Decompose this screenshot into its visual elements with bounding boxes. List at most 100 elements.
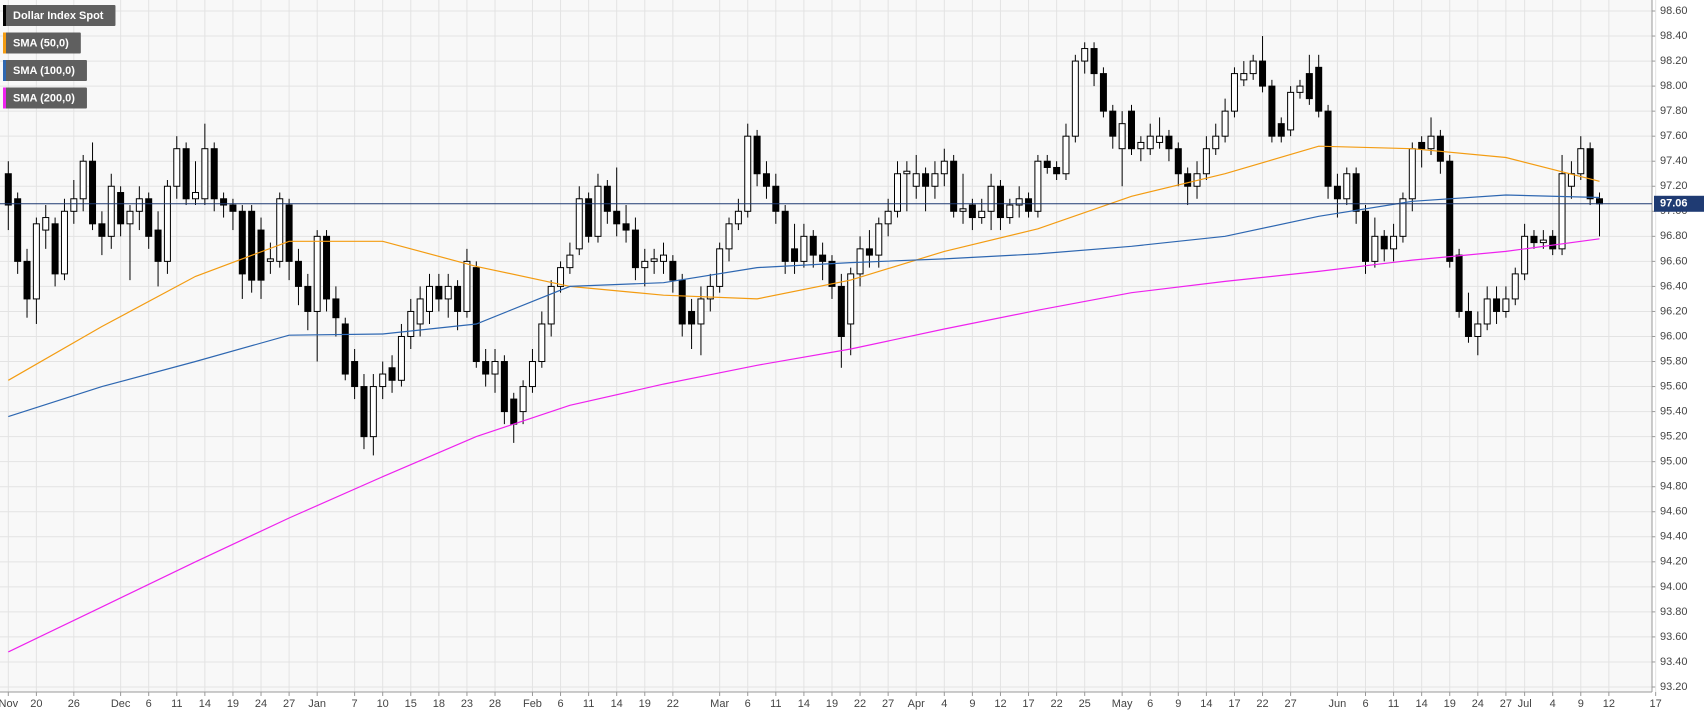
x-tick-label: Mar — [710, 698, 729, 710]
y-tick-label: 98.20 — [1660, 55, 1688, 67]
x-tick-label: 6 — [146, 698, 152, 710]
sma-line — [8, 145, 1600, 381]
x-tick-label: 4 — [1550, 698, 1556, 710]
x-tick-label: Nov — [0, 698, 19, 710]
y-tick-label: 97.40 — [1660, 155, 1688, 167]
candle-body — [182, 148, 190, 200]
candle-body — [192, 192, 199, 200]
candle-body — [1502, 298, 1510, 312]
x-tick-label: 10 — [377, 698, 389, 710]
candle-body — [987, 185, 995, 212]
candle-body — [482, 361, 490, 375]
x-tick-label: 7 — [352, 698, 358, 710]
candle-body — [1146, 135, 1154, 150]
candle-body — [210, 148, 218, 200]
candle-body — [585, 198, 593, 237]
legend-label: SMA (50,0) — [13, 37, 69, 49]
x-tick-label: 27 — [1500, 698, 1512, 710]
candle-body — [762, 173, 770, 187]
candle-body — [1202, 148, 1210, 175]
y-tick-label: 93.60 — [1660, 631, 1688, 643]
candle-body — [304, 285, 312, 312]
x-tick-label: 26 — [68, 698, 80, 710]
x-tick-label: 19 — [826, 698, 838, 710]
candle-body — [575, 198, 583, 250]
y-tick-label: 95.60 — [1660, 380, 1688, 392]
x-tick-label: 14 — [611, 698, 623, 710]
x-tick-label: 18 — [433, 698, 445, 710]
candle-body — [1371, 235, 1379, 262]
y-tick-label: 96.20 — [1660, 305, 1688, 317]
candle-body — [678, 279, 686, 325]
x-tick-label: 11 — [583, 698, 594, 710]
x-tick-label: Feb — [523, 698, 542, 710]
y-tick-label: 95.00 — [1660, 456, 1688, 468]
candle-body — [1249, 60, 1257, 75]
x-tick-label: 6 — [1362, 698, 1368, 710]
candle-body — [360, 386, 368, 438]
x-tick-label: 11 — [171, 698, 182, 710]
candle-body — [706, 285, 714, 300]
candle-body — [622, 223, 630, 231]
candle-body — [454, 285, 462, 312]
candle-body — [1230, 73, 1238, 112]
y-tick-label: 96.00 — [1660, 330, 1688, 342]
candle-body — [1436, 135, 1444, 162]
x-tick-label: 19 — [1444, 698, 1456, 710]
candle-body — [1212, 135, 1220, 150]
x-tick-label: 19 — [639, 698, 651, 710]
candle-body — [1446, 160, 1454, 262]
candle-body — [1315, 66, 1323, 112]
candle-body — [847, 273, 855, 325]
candle-body — [257, 229, 265, 281]
candle-body — [1464, 310, 1472, 337]
x-tick-label: 19 — [227, 698, 239, 710]
candle-body — [1268, 85, 1276, 137]
candle-body — [351, 361, 359, 388]
candle-body — [922, 173, 930, 187]
candle-body — [248, 210, 256, 281]
candle-body — [1577, 148, 1585, 175]
candle-body — [547, 285, 555, 325]
candle-body — [1390, 235, 1398, 250]
x-tick-label: 17 — [1650, 698, 1662, 710]
x-tick-label: 12 — [1603, 698, 1615, 710]
candle-body — [51, 223, 59, 275]
candle-body — [1521, 235, 1529, 275]
x-tick-label: 14 — [1416, 698, 1428, 710]
candle-body — [407, 310, 415, 337]
y-tick-label: 94.40 — [1660, 531, 1688, 543]
x-tick-label: 24 — [255, 698, 267, 710]
candle-body — [294, 260, 302, 287]
x-tick-label: 17 — [1022, 698, 1034, 710]
candle-body — [1221, 110, 1229, 137]
x-tick-label: 22 — [854, 698, 866, 710]
candle-body — [107, 185, 115, 237]
candle-body — [1483, 298, 1491, 325]
y-tick-label: 97.80 — [1660, 105, 1688, 117]
candle-body — [397, 335, 405, 381]
candle-body — [32, 223, 40, 300]
candle-body — [519, 386, 527, 413]
candle-body — [1352, 173, 1360, 212]
candle-body — [173, 148, 181, 187]
x-tick-label: 27 — [283, 698, 295, 710]
candle-body — [940, 160, 948, 175]
x-tick-label: 14 — [798, 698, 810, 710]
candle-body — [1118, 123, 1126, 150]
candle-body — [491, 361, 499, 375]
candle-body — [603, 185, 611, 212]
x-tick-label: 23 — [461, 698, 473, 710]
candle-body — [1408, 148, 1416, 200]
candle-body — [60, 210, 68, 275]
candle-body — [220, 198, 228, 206]
x-tick-label: 17 — [1228, 698, 1240, 710]
y-tick-label: 93.40 — [1660, 656, 1688, 668]
candle-body — [23, 260, 31, 300]
candle-body — [566, 254, 574, 269]
candle-body — [828, 260, 836, 287]
candle-body — [98, 223, 106, 237]
x-tick-label: 14 — [199, 698, 211, 710]
candle-body — [1455, 254, 1463, 312]
